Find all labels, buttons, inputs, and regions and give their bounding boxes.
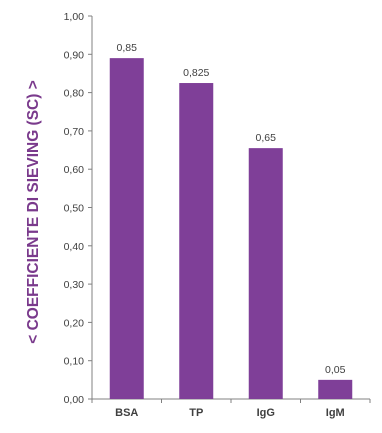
y-tick-label: 0,50: [64, 203, 85, 215]
y-axis-title: < COEFFICIENTE DI SIEVING (SC) >: [25, 80, 42, 344]
data-label-bsa: 0,85: [117, 42, 138, 54]
y-tick-label: 0,00: [64, 394, 85, 406]
y-tick-label: 0,80: [64, 88, 85, 100]
category-label-bsa: BSA: [115, 407, 138, 419]
category-label-igg: IgG: [257, 407, 275, 419]
y-tick-label: 0,60: [64, 164, 85, 176]
y-tick-label: 0,70: [64, 126, 85, 138]
bars: [109, 58, 353, 400]
y-tick-label: 0,20: [64, 317, 85, 329]
y-tick-label: 0,40: [64, 241, 85, 253]
y-tick-label: 0,10: [64, 356, 85, 368]
category-label-igm: IgM: [326, 407, 345, 419]
data-label-igg: 0,65: [256, 132, 277, 144]
bar-igg: [248, 148, 283, 399]
bar-igm: [318, 379, 353, 399]
bar-bsa: [109, 58, 144, 399]
data-label-igm: 0,05: [325, 364, 346, 376]
y-tick-label: 0,90: [64, 49, 85, 61]
y-tick-label: 0,30: [64, 279, 85, 291]
y-tick-label: 1,00: [64, 11, 85, 23]
labels: 0,00 0,10 0,20 0,30 0,40 0,50 0,60 0,70 0,80 0,90…: [64, 11, 346, 419]
category-label-tp: TP: [189, 407, 203, 419]
bar-tp: [179, 83, 214, 400]
data-label-tp: 0,825: [183, 67, 209, 79]
